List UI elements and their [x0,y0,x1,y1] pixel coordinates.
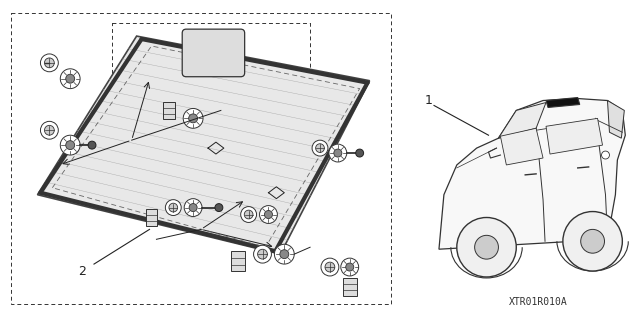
Circle shape [321,258,339,276]
Circle shape [329,144,347,162]
Text: XTR01R010A: XTR01R010A [509,297,568,307]
FancyBboxPatch shape [182,29,244,77]
Circle shape [169,203,178,212]
Circle shape [457,218,516,277]
Circle shape [312,140,328,156]
Bar [343,278,356,296]
Circle shape [60,69,80,89]
Circle shape [244,210,253,219]
Circle shape [563,211,622,271]
Circle shape [184,199,202,217]
Circle shape [44,125,54,135]
Circle shape [44,58,54,68]
Circle shape [280,250,289,259]
Circle shape [275,244,294,264]
Bar [112,23,310,170]
Circle shape [260,205,277,223]
Circle shape [66,141,75,150]
Polygon shape [439,99,625,249]
Polygon shape [500,128,543,165]
Circle shape [334,149,342,157]
Circle shape [602,151,609,159]
Circle shape [356,149,364,157]
Circle shape [215,204,223,211]
Polygon shape [607,100,625,138]
Circle shape [475,235,499,259]
Circle shape [165,200,181,216]
Bar [163,101,175,119]
Circle shape [189,204,197,211]
Bar [11,13,392,304]
Circle shape [40,54,58,72]
Circle shape [189,114,198,123]
Text: 2: 2 [78,264,86,278]
Circle shape [241,207,257,222]
Circle shape [316,144,324,152]
Circle shape [88,141,96,149]
Polygon shape [38,36,369,254]
Circle shape [264,211,273,219]
Text: 1: 1 [425,94,433,107]
Circle shape [257,249,268,259]
Circle shape [325,262,335,272]
Circle shape [341,258,358,276]
Circle shape [60,135,80,155]
Circle shape [40,121,58,139]
Polygon shape [546,118,602,154]
Circle shape [66,74,75,83]
Circle shape [253,245,271,263]
Circle shape [183,108,203,128]
Circle shape [580,229,605,253]
Circle shape [45,59,53,67]
Bar [231,251,244,271]
Bar [145,209,157,226]
Polygon shape [546,98,580,108]
Polygon shape [499,102,546,138]
Circle shape [346,263,354,271]
